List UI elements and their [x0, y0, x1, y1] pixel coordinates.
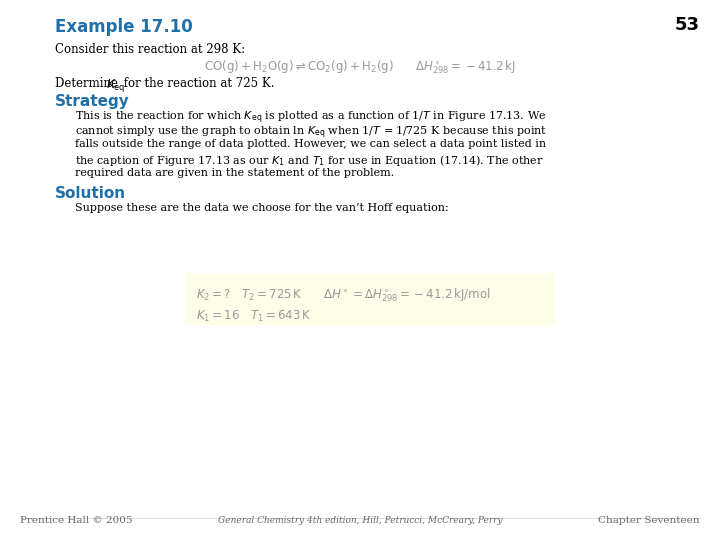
- Text: required data are given in the statement of the problem.: required data are given in the statement…: [75, 168, 395, 178]
- Text: the caption of Figure 17.13 as our $K_1$ and $T_1$ for use in Equation (17.14). : the caption of Figure 17.13 as our $K_1$…: [75, 153, 544, 168]
- Text: $\mathrm{CO(g) + H_2O(g) \rightleftharpoons CO_2(g) + H_2(g)}$$\qquad \Delta H^\: $\mathrm{CO(g) + H_2O(g) \rightleftharpo…: [204, 59, 516, 77]
- Text: Suppose these are the data we choose for the van’t Hoff equation:: Suppose these are the data we choose for…: [75, 203, 449, 213]
- Text: Example 17.10: Example 17.10: [55, 18, 193, 36]
- Text: for the reaction at 725 K.: for the reaction at 725 K.: [120, 77, 274, 90]
- Text: $K_2 = ?\quad T_2 = 725\,\mathrm{K}\qquad\Delta H^\circ = \Delta H^\circ_{298} =: $K_2 = ?\quad T_2 = 725\,\mathrm{K}\qqua…: [196, 286, 490, 303]
- Text: This is the reaction for which $K_{\mathrm{eq}}$ is plotted as a function of 1/$: This is the reaction for which $K_{\math…: [75, 110, 546, 126]
- Text: Determine: Determine: [55, 77, 122, 90]
- Text: 53: 53: [675, 16, 700, 34]
- Text: General Chemistry 4th edition, Hill, Petrucci, McCreary, Perry: General Chemistry 4th edition, Hill, Pet…: [217, 516, 503, 525]
- Text: cannot simply use the graph to obtain ln $K_{\mathrm{eq}}$ when 1/$T$ = 1/725 K : cannot simply use the graph to obtain ln…: [75, 125, 547, 141]
- Text: Consider this reaction at 298 K:: Consider this reaction at 298 K:: [55, 43, 245, 56]
- Text: Solution: Solution: [55, 186, 126, 201]
- Text: $K_{\mathrm{eq}}$: $K_{\mathrm{eq}}$: [106, 77, 125, 94]
- Text: falls outside the range of data plotted. However, we can select a data point lis: falls outside the range of data plotted.…: [75, 139, 546, 149]
- Text: Prentice Hall © 2005: Prentice Hall © 2005: [20, 516, 132, 525]
- Text: Strategy: Strategy: [55, 94, 130, 109]
- Text: $K_1 = 16\quad T_1 = 643\,\mathrm{K}$: $K_1 = 16\quad T_1 = 643\,\mathrm{K}$: [196, 309, 312, 325]
- Text: Chapter Seventeen: Chapter Seventeen: [598, 516, 700, 525]
